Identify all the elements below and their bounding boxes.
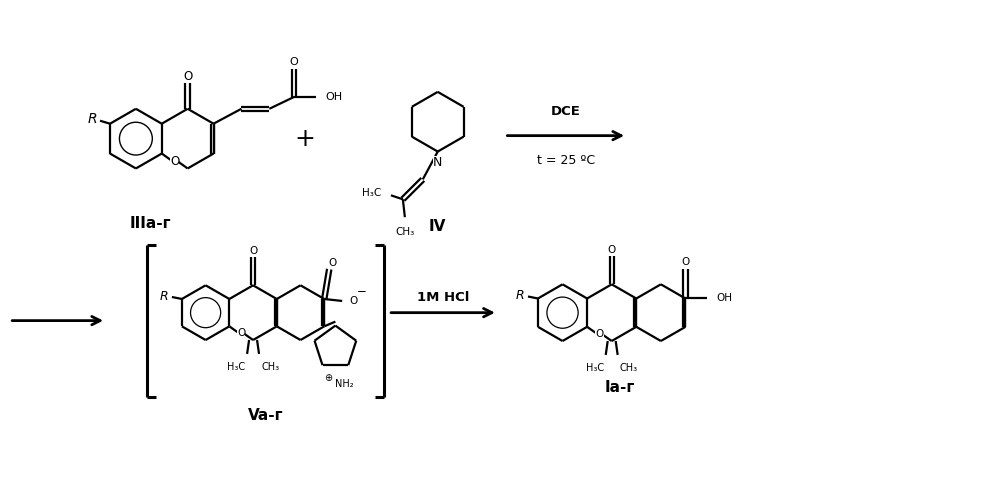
Text: 1M HCl: 1M HCl <box>417 291 470 304</box>
Text: IV: IV <box>429 219 447 233</box>
Text: O: O <box>328 258 337 268</box>
Text: O: O <box>290 57 299 67</box>
Text: H₃C: H₃C <box>227 362 245 372</box>
Text: t = 25 ºC: t = 25 ºC <box>536 153 594 166</box>
Text: O: O <box>249 245 257 256</box>
Text: CH₃: CH₃ <box>619 363 637 373</box>
Text: O: O <box>349 296 358 306</box>
Text: IIIa-г: IIIa-г <box>130 216 172 231</box>
Text: −: − <box>358 285 367 298</box>
Text: NH₂: NH₂ <box>336 379 354 389</box>
Text: O: O <box>183 70 192 83</box>
Text: N: N <box>433 155 443 169</box>
Text: Ia-г: Ia-г <box>605 380 635 395</box>
Text: O: O <box>237 328 246 338</box>
Text: ⊕: ⊕ <box>325 373 333 383</box>
Text: OH: OH <box>325 92 343 102</box>
Text: H₃C: H₃C <box>585 363 603 373</box>
Text: R: R <box>160 290 168 302</box>
Text: R: R <box>515 289 524 302</box>
Text: +: + <box>295 127 316 150</box>
Text: CH₃: CH₃ <box>396 227 415 237</box>
Text: O: O <box>681 257 689 267</box>
Text: O: O <box>595 329 603 339</box>
Text: O: O <box>607 244 615 255</box>
Text: OH: OH <box>716 293 732 303</box>
Text: H₃C: H₃C <box>362 188 381 198</box>
Text: R: R <box>87 112 97 126</box>
Text: Va-г: Va-г <box>248 407 284 423</box>
Text: O: O <box>170 154 180 167</box>
Text: DCE: DCE <box>550 105 580 118</box>
Text: CH₃: CH₃ <box>261 362 279 372</box>
